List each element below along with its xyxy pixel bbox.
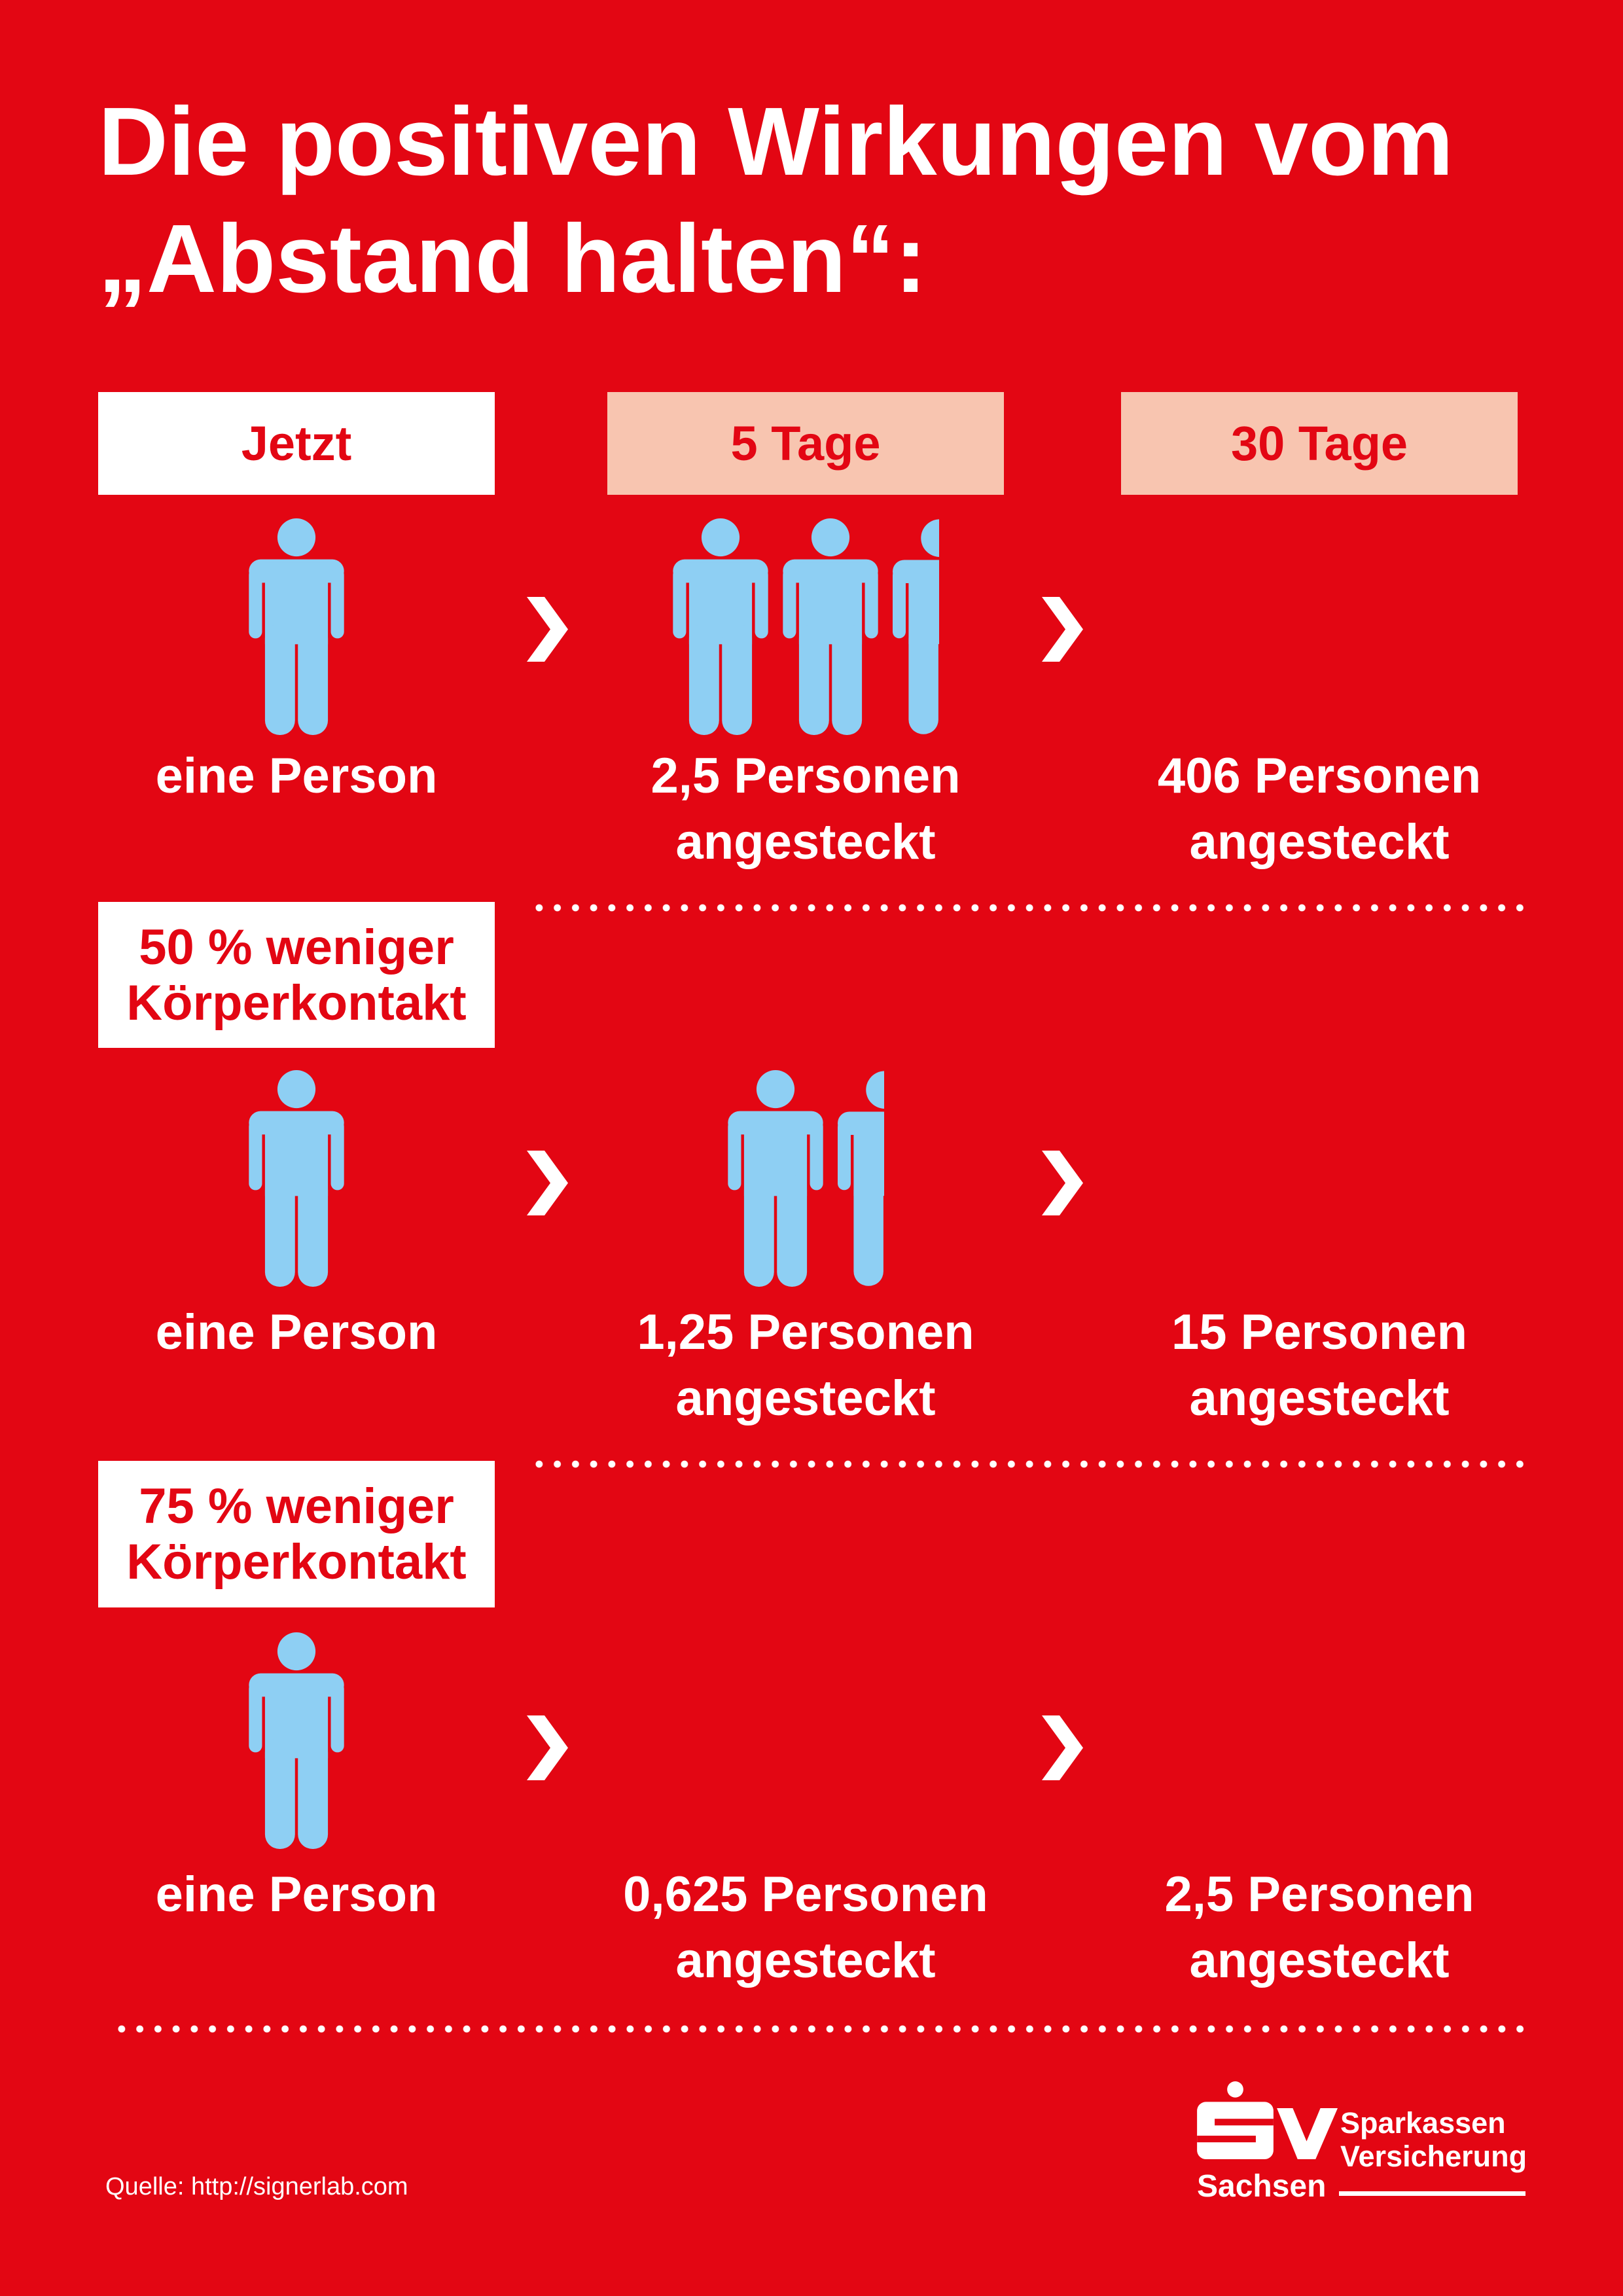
condition-line-2: Körperkontakt <box>126 975 467 1031</box>
result-line-1: 2,5 Personen <box>1164 1867 1474 1922</box>
result-line-1: eine Person <box>155 1867 438 1922</box>
result-line-2: angesteckt <box>675 814 936 870</box>
person-figures-row2-30-days <box>1121 1070 1518 1287</box>
condition-label-row2: 50 % weniger Körperkontakt <box>98 902 495 1048</box>
result-line-1: eine Person <box>155 1304 438 1360</box>
dotted-divider <box>530 904 1528 912</box>
column-header-now: Jetzt <box>98 392 495 495</box>
logo-underline <box>1339 2191 1525 2196</box>
page-title: Die positiven Wirkungen vom „Abstand hal… <box>98 83 1454 317</box>
person-figures-row1-5-days <box>607 518 1004 735</box>
dotted-divider <box>530 1460 1528 1468</box>
column-header-30-days: 30 Tage <box>1121 392 1518 495</box>
result-line-2: angesteckt <box>675 1933 936 1988</box>
sparkasse-s-logo-icon <box>1197 2081 1274 2159</box>
result-row1-5-days: 2,5 Personen angesteckt <box>607 743 1004 875</box>
logo-name-line-1: Sparkassen <box>1340 2106 1506 2140</box>
result-row3-5-days: 0,625 Personen angesteckt <box>607 1861 1004 1994</box>
person-icon <box>727 1070 823 1287</box>
result-row2-5-days: 1,25 Personen angesteckt <box>607 1299 1004 1431</box>
column-header-label: 30 Tage <box>1230 416 1408 471</box>
result-row1-now: eine Person <box>98 743 495 809</box>
result-row1-30-days: 406 Personen angesteckt <box>1121 743 1518 875</box>
chevron-right-icon <box>527 597 568 662</box>
result-line-1: 1,25 Personen <box>637 1304 974 1360</box>
person-figures-row3-now <box>98 1632 495 1849</box>
column-header-label: Jetzt <box>241 416 352 471</box>
title-line-1: Die positiven Wirkungen vom <box>98 88 1454 196</box>
condition-line-1: 75 % weniger <box>139 1479 454 1534</box>
result-line-2: angesteckt <box>675 1371 936 1426</box>
column-header-label: 5 Tage <box>730 416 881 471</box>
person-icon <box>782 518 878 735</box>
condition-line-2: Körperkontakt <box>126 1534 467 1590</box>
chevron-right-icon <box>1042 1715 1083 1780</box>
sv-logo-icon <box>1277 2108 1338 2160</box>
person-figures-row1-now <box>98 518 495 735</box>
chevron-right-icon <box>527 1715 568 1780</box>
logo-name-line-2: Versicherung <box>1340 2140 1527 2173</box>
result-line-1: 0,625 Personen <box>623 1867 988 1922</box>
person-figures-row3-30-days <box>1121 1632 1518 1849</box>
logo-wordmark: Sparkassen Versicherung <box>1340 2106 1527 2173</box>
logo-region: Sachsen <box>1197 2169 1327 2204</box>
chevron-right-icon <box>1042 1151 1083 1215</box>
result-line-1: 406 Personen <box>1157 748 1482 804</box>
person-icon <box>672 518 768 735</box>
chevron-right-icon <box>1042 597 1083 662</box>
result-line-2: angesteckt <box>1189 1371 1450 1426</box>
result-row3-now: eine Person <box>98 1861 495 1928</box>
chevron-right-icon <box>527 1151 568 1215</box>
condition-line-1: 50 % weniger <box>139 919 454 975</box>
condition-label-row3: 75 % weniger Körperkontakt <box>98 1461 495 1607</box>
result-row3-30-days: 2,5 Personen angesteckt <box>1121 1861 1518 1994</box>
person-figures-row2-now <box>98 1070 495 1287</box>
person-figures-row2-5-days <box>607 1070 1004 1287</box>
person-figures-row3-5-days <box>607 1632 1004 1849</box>
column-header-5-days: 5 Tage <box>607 392 1004 495</box>
person-figures-row1-30-days <box>1121 518 1518 735</box>
person-icon <box>249 1070 344 1287</box>
person-icon-partial <box>837 1071 884 1286</box>
result-line-1: 15 Personen <box>1171 1304 1467 1360</box>
person-icon <box>249 1632 344 1849</box>
person-icon-partial <box>892 519 939 734</box>
result-line-1: 2,5 Personen <box>651 748 961 804</box>
result-line-1: eine Person <box>155 748 438 804</box>
result-line-2: angesteckt <box>1189 814 1450 870</box>
dotted-divider <box>113 2025 1528 2033</box>
source-note: Quelle: http://signerlab.com <box>105 2173 408 2200</box>
result-line-2: angesteckt <box>1189 1933 1450 1988</box>
title-line-2: „Abstand halten“: <box>98 205 927 313</box>
result-row2-30-days: 15 Personen angesteckt <box>1121 1299 1518 1431</box>
result-row2-now: eine Person <box>98 1299 495 1365</box>
person-icon <box>249 518 344 735</box>
